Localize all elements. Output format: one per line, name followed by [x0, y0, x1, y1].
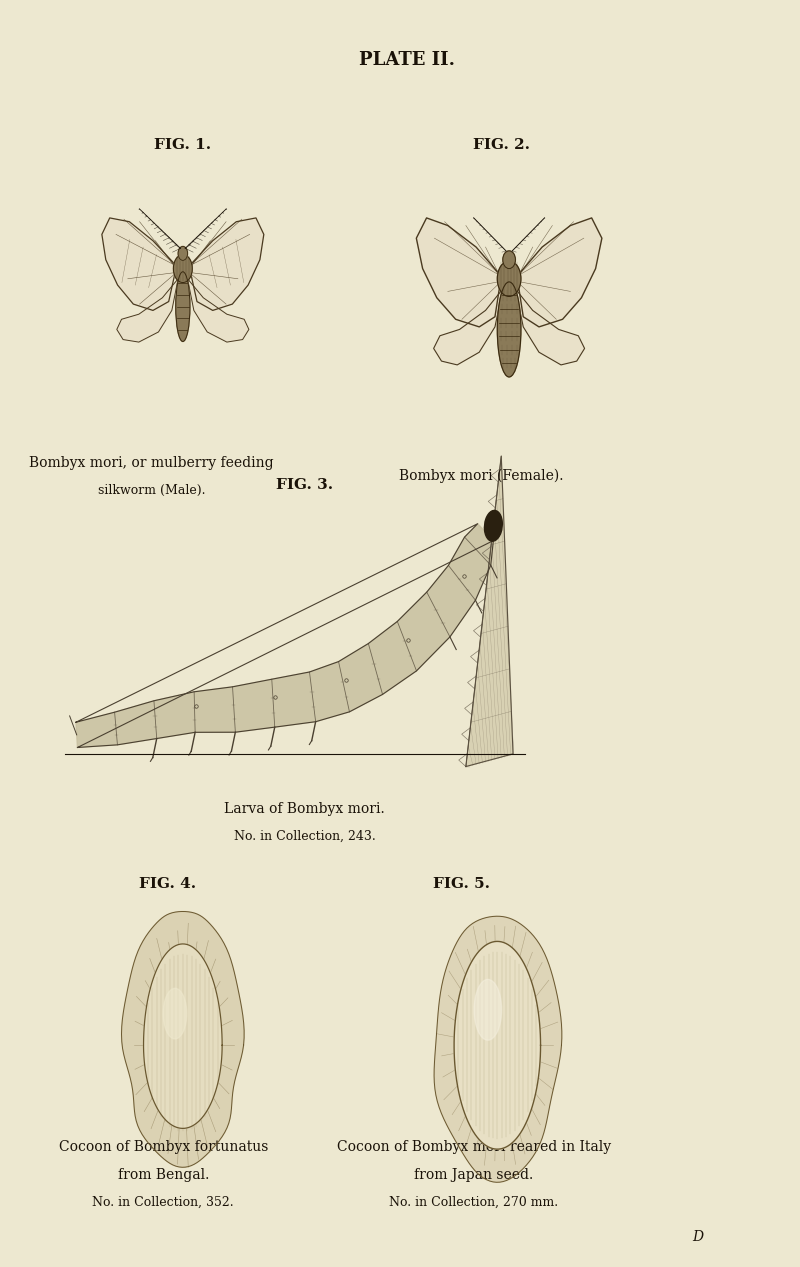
Ellipse shape [174, 255, 192, 283]
Polygon shape [515, 289, 585, 365]
Ellipse shape [503, 251, 515, 269]
Text: FIG. 3.: FIG. 3. [276, 478, 334, 492]
Polygon shape [102, 218, 177, 310]
Polygon shape [76, 523, 494, 748]
Text: FIG. 4.: FIG. 4. [138, 877, 196, 891]
Ellipse shape [178, 246, 187, 260]
Ellipse shape [474, 979, 502, 1040]
Polygon shape [434, 289, 503, 365]
Text: Larva of Bombyx mori.: Larva of Bombyx mori. [224, 802, 385, 816]
Polygon shape [117, 279, 178, 342]
Text: from Bengal.: from Bengal. [118, 1168, 209, 1182]
Polygon shape [416, 218, 502, 327]
Polygon shape [434, 916, 562, 1182]
Text: FIG. 5.: FIG. 5. [434, 877, 490, 891]
Ellipse shape [176, 272, 190, 341]
Text: from Japan seed.: from Japan seed. [414, 1168, 534, 1182]
Polygon shape [143, 944, 222, 1129]
Text: FIG. 2.: FIG. 2. [473, 138, 530, 152]
Ellipse shape [498, 261, 521, 296]
Text: FIG. 1.: FIG. 1. [154, 138, 211, 152]
Text: Bombyx mori (Female).: Bombyx mori (Female). [399, 469, 564, 483]
Polygon shape [187, 279, 249, 342]
Polygon shape [189, 218, 264, 310]
Text: Cocoon of Bombyx mori reared in Italy: Cocoon of Bombyx mori reared in Italy [337, 1140, 610, 1154]
Text: No. in Collection, 270 mm.: No. in Collection, 270 mm. [389, 1196, 558, 1209]
Ellipse shape [498, 281, 521, 378]
Text: PLATE II.: PLATE II. [359, 51, 455, 68]
Text: silkworm (Male).: silkworm (Male). [98, 484, 205, 497]
Polygon shape [454, 941, 541, 1149]
Ellipse shape [163, 988, 186, 1039]
Text: No. in Collection, 352.: No. in Collection, 352. [92, 1196, 234, 1209]
Ellipse shape [485, 511, 502, 541]
Polygon shape [517, 218, 602, 327]
Polygon shape [466, 456, 513, 767]
Polygon shape [122, 911, 244, 1167]
Text: Cocoon of Bombyx fortunatus: Cocoon of Bombyx fortunatus [58, 1140, 268, 1154]
Text: No. in Collection, 243.: No. in Collection, 243. [234, 830, 375, 843]
Text: Bombyx mori, or mulberry feeding: Bombyx mori, or mulberry feeding [29, 456, 274, 470]
Text: D: D [692, 1230, 703, 1244]
